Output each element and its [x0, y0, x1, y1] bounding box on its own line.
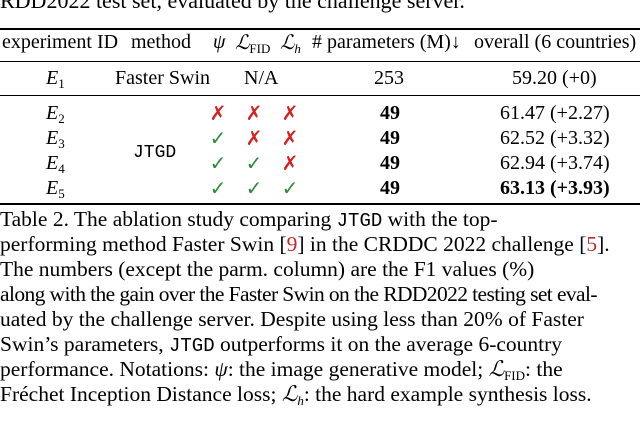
previous-caption-fragment: RDD2022 test set, evaluated by the chall…	[0, 0, 465, 13]
caption-line: The numbers (except the parm. column) ar…	[0, 257, 535, 281]
row-overall: 63.13 (+3.93)	[500, 177, 610, 199]
citation-link[interactable]: 5	[586, 232, 598, 256]
header-lh: ℒh	[280, 30, 301, 56]
row-id: E4	[46, 152, 65, 176]
caption-line: Fréchet Inception Distance loss; ℒh: the…	[0, 382, 592, 407]
cross-icon: ✗	[281, 126, 299, 150]
row-params: 49	[380, 177, 400, 199]
table-caption: Table 2. The ablation study comparing JT…	[0, 207, 640, 407]
row-params: 49	[380, 127, 400, 149]
baseline-overall: 59.20 (+0)	[512, 67, 597, 89]
baseline-id: E1	[46, 67, 65, 91]
baseline-na: N/A	[244, 67, 279, 89]
cross-icon: ✗	[209, 101, 227, 125]
caption-line: uated by the challenge server. Despite u…	[0, 307, 584, 331]
check-icon: ✓	[209, 126, 227, 150]
header-experiment-id: experiment ID	[2, 31, 119, 53]
header-overall: overall (6 countries)	[474, 31, 637, 53]
caption-line: Swin’s parameters, JTGD outperforms it o…	[0, 332, 563, 357]
header-method: method	[131, 31, 191, 53]
citation-link[interactable]: 9	[286, 232, 298, 256]
row-overall: 61.47 (+2.27)	[500, 102, 610, 124]
row-id: E5	[46, 177, 65, 201]
row-id: E3	[46, 127, 65, 151]
row-overall: 62.52 (+3.32)	[500, 127, 610, 149]
cross-icon: ✗	[281, 101, 299, 125]
header-params: # parameters (M)↓	[312, 31, 461, 53]
header-lfid: ℒFID	[235, 30, 271, 56]
cross-icon: ✗	[245, 126, 263, 150]
baseline-method: Faster Swin	[115, 67, 210, 89]
check-icon: ✓	[245, 151, 263, 175]
check-icon: ✓	[209, 151, 227, 175]
table-bottom-rule	[0, 203, 640, 205]
row-id: E2	[46, 102, 65, 126]
check-icon: ✓	[245, 176, 263, 200]
cross-icon: ✗	[245, 101, 263, 125]
cross-icon: ✗	[281, 151, 299, 175]
caption-line: along with the gain over the Faster Swin…	[0, 282, 598, 306]
check-icon: ✓	[281, 176, 299, 200]
header-psi: ψ	[213, 31, 226, 53]
caption-line: Table 2. The ablation study comparing JT…	[0, 207, 498, 232]
check-icon: ✓	[209, 176, 227, 200]
table-top-rule	[0, 28, 640, 30]
row-overall: 62.94 (+3.74)	[500, 152, 610, 174]
row-params: 49	[380, 102, 400, 124]
caption-line: performing method Faster Swin [9] in the…	[0, 232, 610, 256]
method-jtgd: JTGD	[133, 143, 177, 163]
table-header-rule	[0, 61, 640, 62]
row-params: 49	[380, 152, 400, 174]
caption-line: performance. Notations: ψ: the image gen…	[0, 357, 563, 382]
baseline-params: 253	[374, 67, 404, 89]
table-baseline-rule	[0, 95, 640, 96]
